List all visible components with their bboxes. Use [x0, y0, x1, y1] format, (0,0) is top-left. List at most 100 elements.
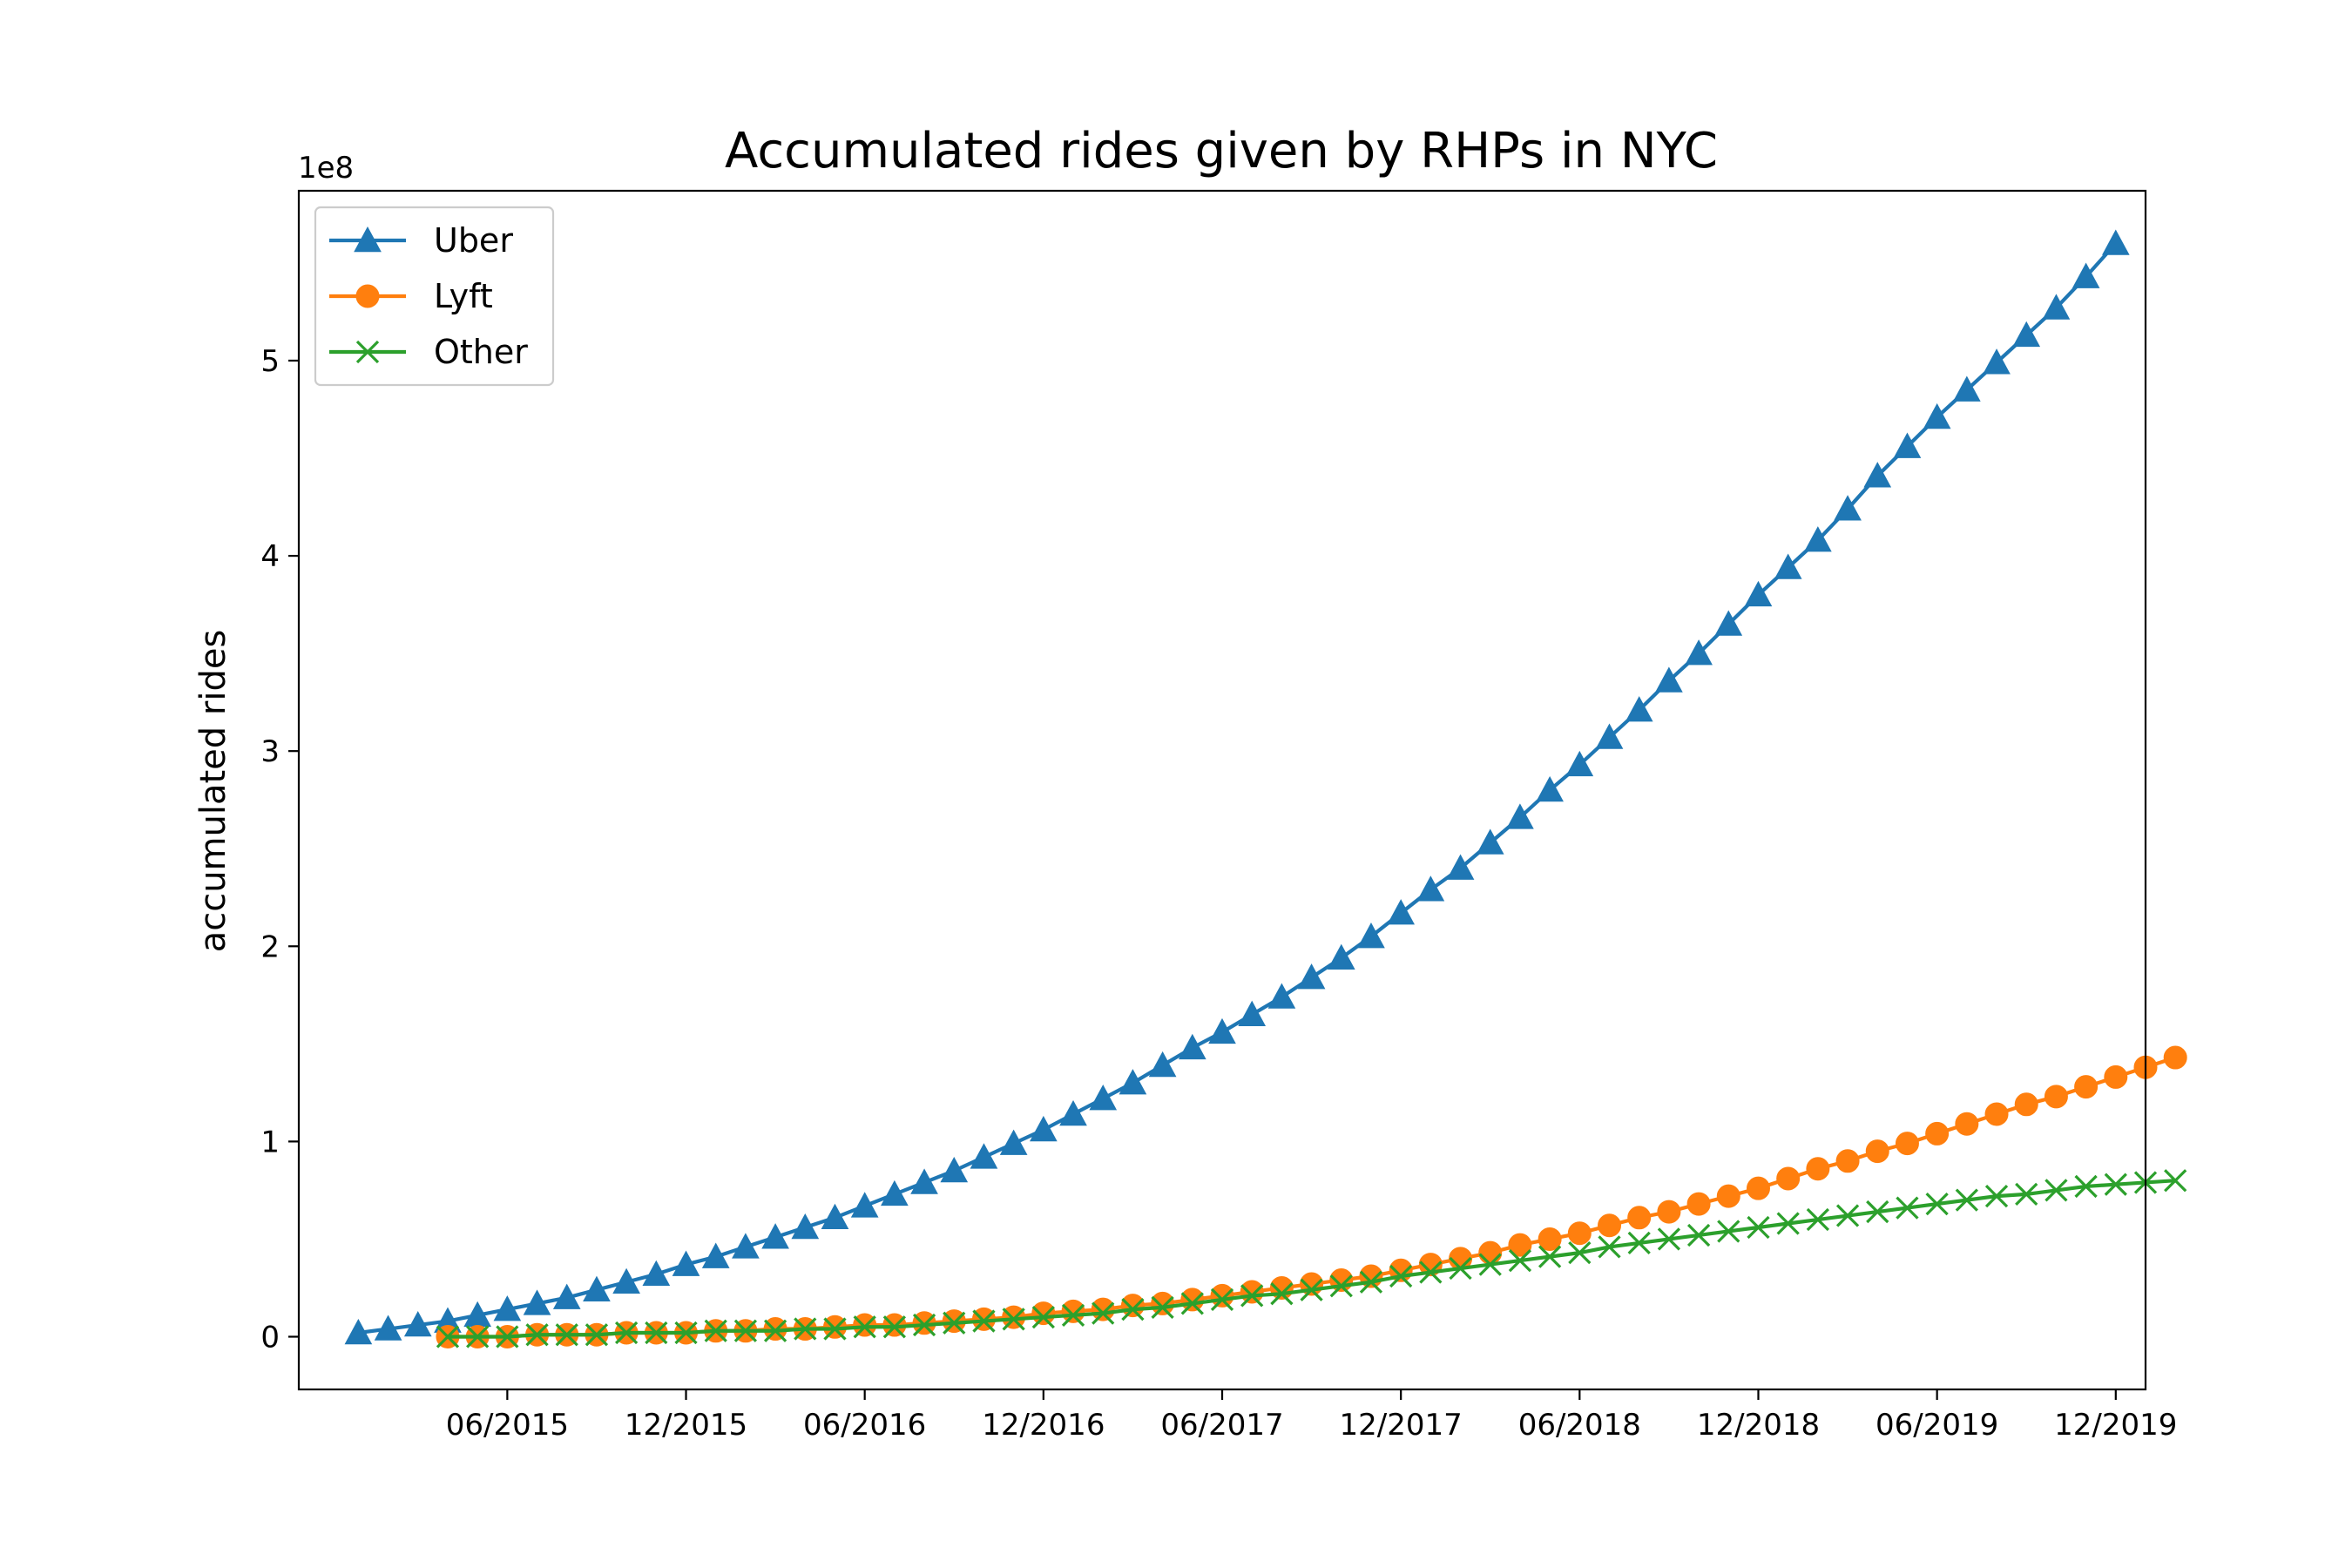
x-tick-label: 12/2016 — [982, 1408, 1105, 1443]
other-point — [853, 1315, 876, 1339]
plot-frame — [297, 189, 2147, 1391]
other-point — [912, 1313, 936, 1337]
uber-point — [672, 1250, 700, 1276]
lyft-point — [1210, 1283, 1234, 1308]
lyft-point — [2014, 1092, 2038, 1117]
other-point — [466, 1325, 490, 1348]
lyft-point — [1538, 1227, 1562, 1251]
uber-point — [1148, 1051, 1177, 1078]
uber-point — [881, 1179, 909, 1206]
x-tick-label: 12/2015 — [625, 1408, 747, 1443]
other-point — [1180, 1292, 1204, 1315]
uber-point — [583, 1275, 611, 1301]
legend-label-other: Other — [434, 333, 528, 371]
other-point — [943, 1311, 966, 1335]
other-point — [1598, 1235, 1621, 1259]
lyft-point — [1120, 1294, 1145, 1318]
uber-point — [821, 1203, 849, 1230]
uber-point — [1923, 402, 1951, 429]
uber-point — [493, 1295, 522, 1321]
plot-series — [344, 229, 2187, 1348]
lyft-point — [1508, 1233, 1532, 1257]
lyft-point — [1835, 1149, 1860, 1173]
other-point — [1121, 1297, 1145, 1321]
uber-point — [612, 1267, 640, 1294]
uber-point — [1059, 1099, 1087, 1126]
other-point — [1210, 1288, 1234, 1312]
uber-point — [403, 1310, 432, 1337]
other-point — [2074, 1174, 2098, 1199]
other-point — [1449, 1256, 1472, 1281]
x-tick-label: 06/2018 — [1518, 1408, 1641, 1443]
uber-point — [1952, 375, 1981, 402]
other-point — [1776, 1212, 1800, 1235]
other-point — [1538, 1245, 1562, 1268]
chart-title: Accumulated rides given by RHPs in NYC — [725, 123, 1718, 179]
uber-point — [850, 1192, 879, 1218]
lyft-point — [1061, 1299, 1085, 1323]
other-point — [436, 1325, 460, 1348]
lyft-point — [2163, 1045, 2187, 1070]
other-point — [733, 1319, 758, 1342]
uber-point — [701, 1242, 730, 1268]
uber-point — [1565, 750, 1594, 777]
x-tick-label: 06/2017 — [1160, 1408, 1283, 1443]
x-tick-label: 12/2019 — [2054, 1408, 2177, 1443]
lyft-point — [1478, 1240, 1503, 1265]
other-point — [1061, 1303, 1085, 1327]
other-point — [1508, 1248, 1532, 1273]
uber-point — [1416, 875, 1445, 902]
other-point — [1627, 1231, 1651, 1255]
other-point — [1896, 1196, 1919, 1220]
uber-point — [1983, 348, 2011, 375]
other-point — [2044, 1179, 2068, 1202]
other-point — [585, 1323, 609, 1347]
uber-point — [1208, 1017, 1236, 1044]
uber-point — [1357, 923, 1385, 949]
uber-point — [1030, 1115, 1058, 1142]
series-other — [436, 1169, 2187, 1348]
y-tick-label: 5 — [260, 344, 280, 379]
legend-item-lyft: Lyft — [329, 277, 493, 315]
uber-point — [344, 1318, 373, 1345]
other-point — [704, 1319, 727, 1342]
uber-point — [940, 1156, 969, 1183]
lyft-point — [1598, 1213, 1622, 1238]
legend: Uber Lyft Other — [314, 206, 555, 387]
uber-point — [1893, 432, 1922, 458]
y-tick-label: 0 — [260, 1320, 280, 1355]
lyft-point — [1984, 1102, 2009, 1126]
other-point — [1657, 1227, 1681, 1251]
other-point — [2104, 1173, 2127, 1196]
uber-point — [732, 1233, 760, 1259]
uber-point — [1625, 696, 1653, 722]
other-point — [1984, 1185, 2009, 1208]
other-point — [1835, 1204, 1860, 1227]
other-point — [823, 1317, 847, 1341]
other-point — [1359, 1270, 1383, 1294]
other-point — [1329, 1274, 1353, 1298]
other-point — [645, 1321, 668, 1345]
uber-point — [1536, 775, 1564, 802]
lyft-point — [1955, 1112, 1979, 1136]
lyft-point — [2074, 1075, 2099, 1099]
uber-point — [1119, 1069, 1147, 1095]
lyft-point — [2104, 1064, 2128, 1089]
other-point — [1240, 1284, 1264, 1308]
other-point — [496, 1325, 519, 1348]
uber-point — [1834, 495, 1862, 521]
lyft-point — [1091, 1297, 1115, 1321]
legend-marker-lyft — [355, 284, 380, 308]
uber-point — [1297, 963, 1326, 990]
x-tick-label: 06/2015 — [446, 1408, 569, 1443]
other-point — [614, 1321, 639, 1345]
other-point — [1747, 1215, 1770, 1240]
uber-point — [1744, 580, 1773, 607]
uber-point — [761, 1223, 789, 1249]
lyft-point — [1627, 1206, 1652, 1230]
lyft-point — [1746, 1176, 1770, 1200]
uber-point — [374, 1315, 402, 1341]
legend-label-lyft: Lyft — [434, 277, 493, 315]
legend-item-uber: Uber — [329, 221, 513, 260]
